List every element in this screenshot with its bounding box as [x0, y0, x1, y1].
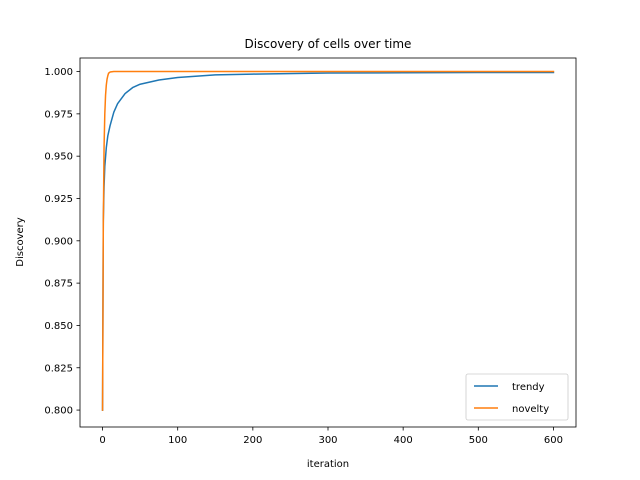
y-tick-label: 0.875 [44, 279, 73, 290]
y-tick-label: 0.900 [44, 236, 73, 247]
x-tick-label: 600 [544, 435, 563, 446]
x-axis-label: iteration [307, 459, 349, 470]
x-tick-label: 300 [318, 435, 337, 446]
x-tick-label: 100 [168, 435, 187, 446]
x-axis-ticks: 0 100 200 300 400 500 600 [99, 427, 563, 446]
x-tick-label: 0 [99, 435, 105, 446]
y-tick-label: 0.800 [44, 406, 73, 417]
x-tick-label: 500 [469, 435, 488, 446]
y-tick-label: 0.925 [44, 194, 73, 205]
y-tick-label: 0.825 [44, 363, 73, 374]
legend: trendy novelty [465, 373, 569, 421]
y-tick-label: 0.975 [44, 109, 73, 120]
series-line-trendy [101, 71, 555, 411]
y-axis-label: Discovery [15, 217, 26, 266]
y-tick-label: 0.950 [44, 152, 73, 163]
x-tick-label: 400 [394, 435, 413, 446]
chart-title: Discovery of cells over time [245, 37, 412, 51]
y-tick-label: 0.850 [44, 321, 73, 332]
series-line-novelty [101, 70, 555, 411]
y-axis-ticks: 0.800 0.825 0.850 0.875 0.900 0.925 0.950 0.975… [44, 67, 80, 417]
legend-label-novelty: novelty [512, 404, 549, 415]
x-tick-label: 200 [243, 435, 262, 446]
plot-lines [101, 70, 555, 411]
legend-label-trendy: trendy [512, 382, 545, 393]
y-tick-label: 1.000 [44, 67, 73, 78]
